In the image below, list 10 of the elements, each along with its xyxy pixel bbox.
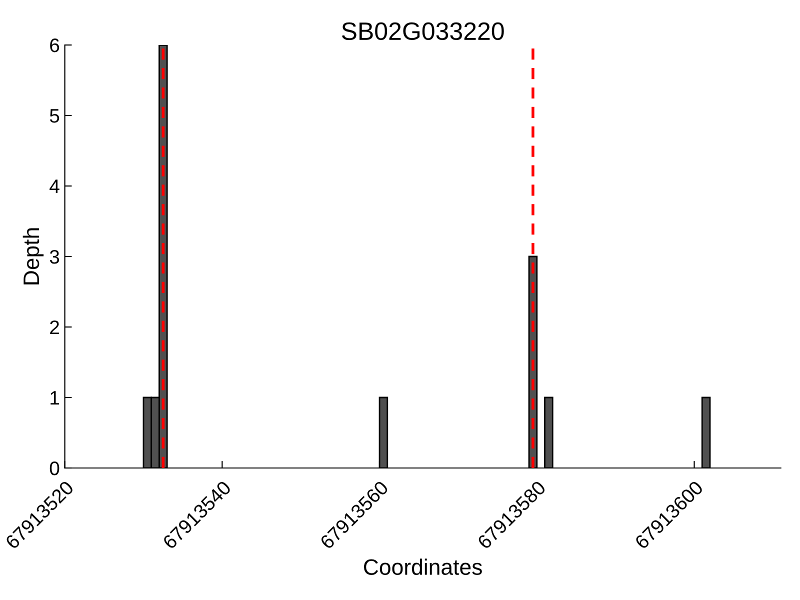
y-tick-label: 5 bbox=[50, 109, 60, 123]
y-tick-label: 3 bbox=[50, 250, 60, 264]
y-tick-label: 4 bbox=[50, 180, 60, 194]
x-axis-title: Coordinates bbox=[364, 558, 482, 575]
y-tick-label: 0 bbox=[50, 461, 60, 476]
y-tick-label: 6 bbox=[50, 38, 60, 52]
chart-title: SB02G033220 bbox=[342, 22, 504, 40]
y-axis-title: Depth bbox=[22, 228, 44, 284]
y-tick-label: 1 bbox=[50, 391, 59, 405]
y-tick-label: 2 bbox=[50, 320, 59, 334]
